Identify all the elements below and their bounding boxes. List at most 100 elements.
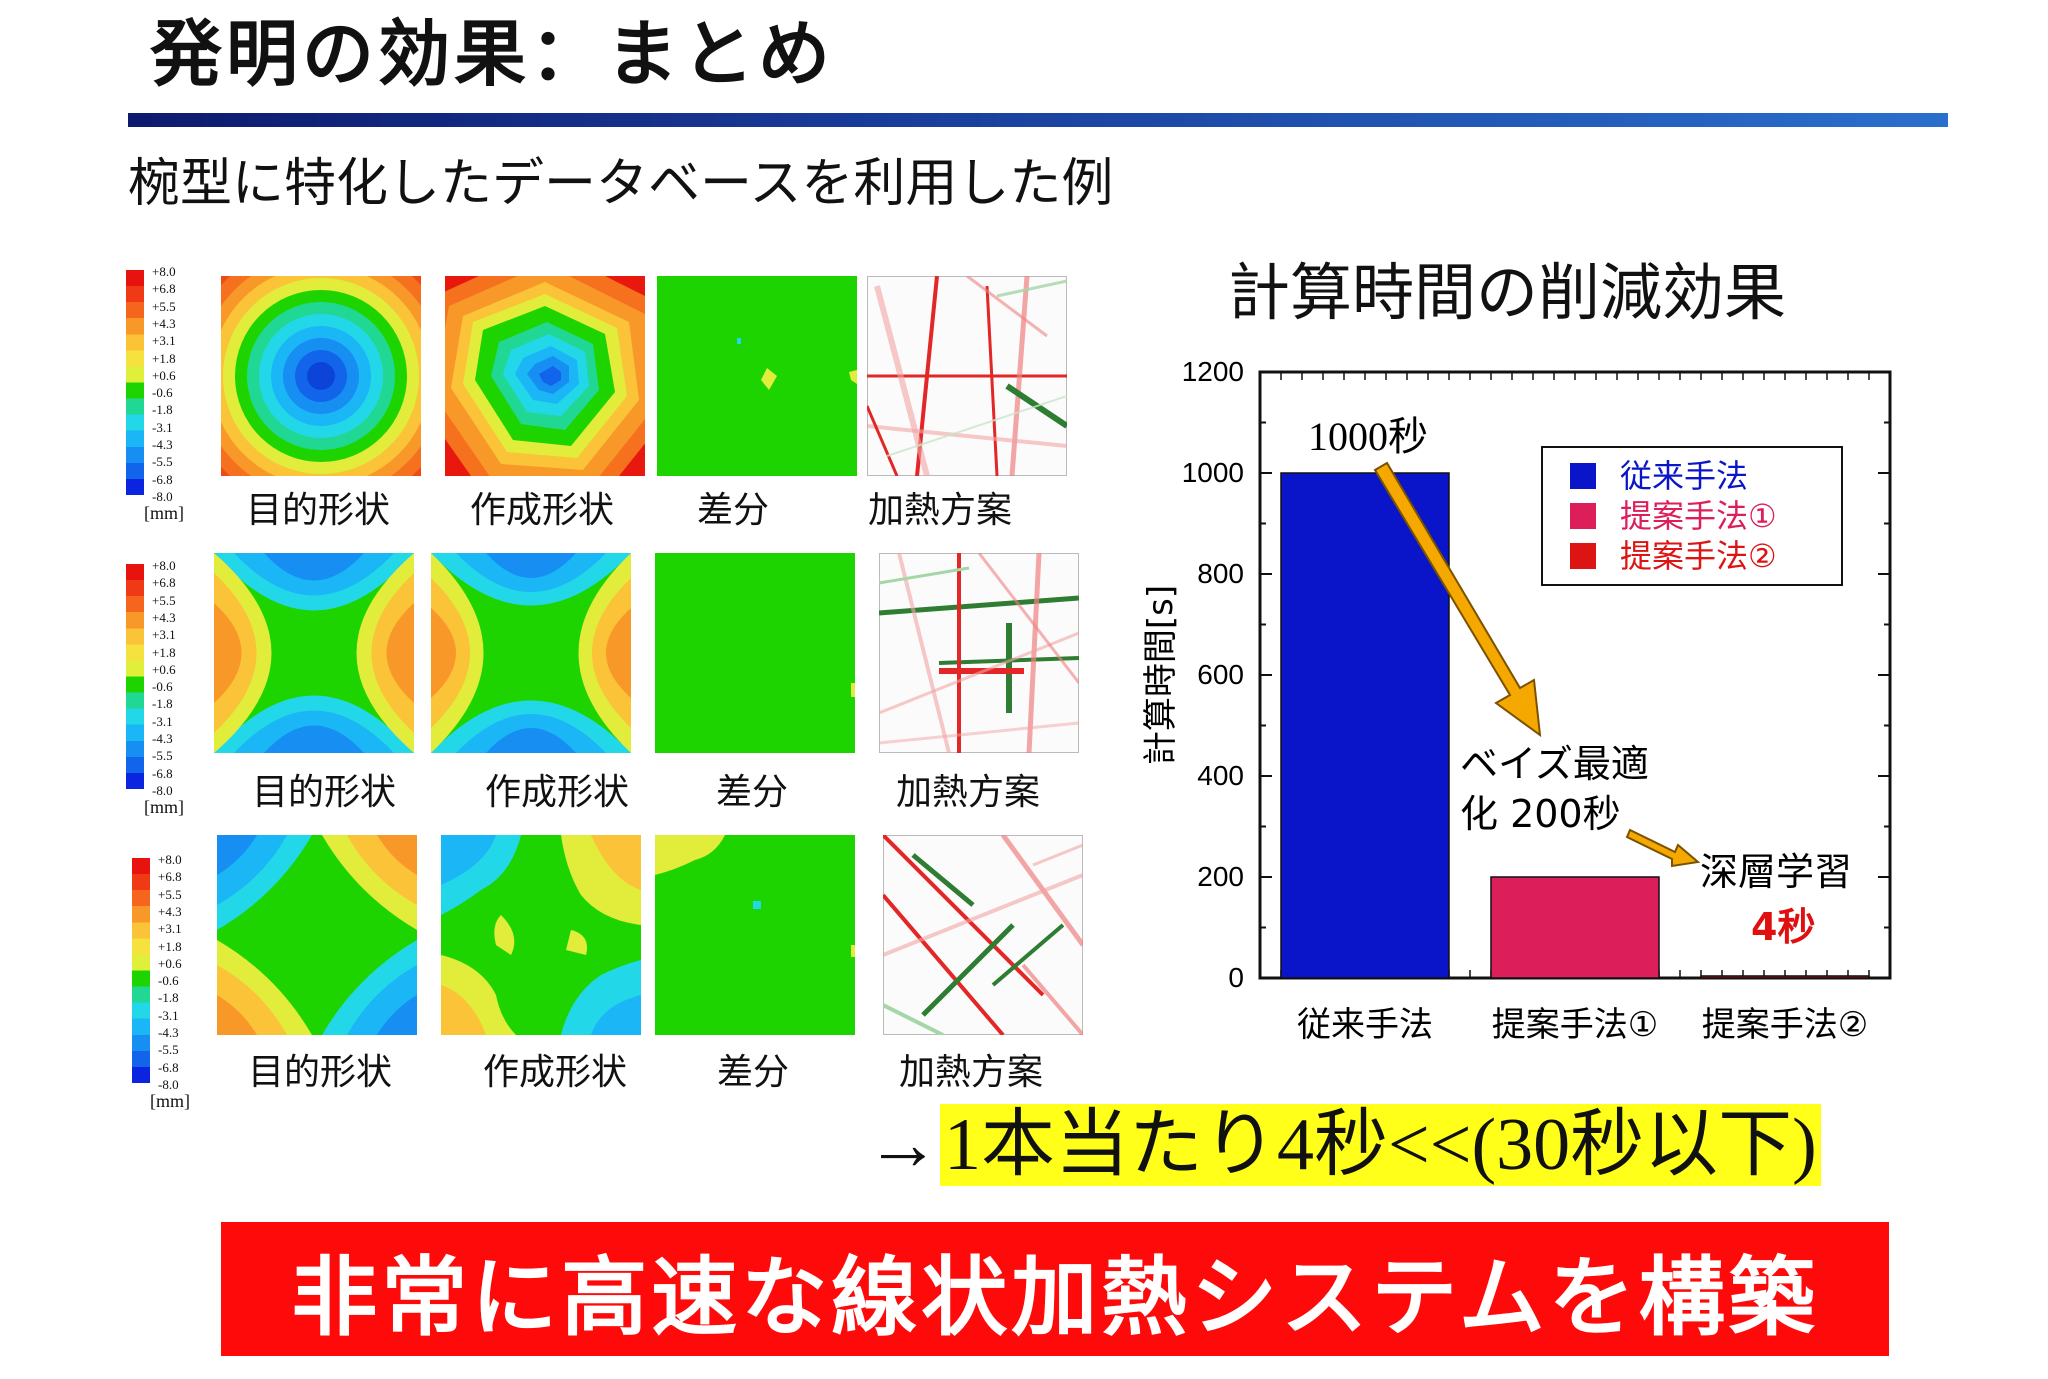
colorbar-unit: [mm] [150, 1091, 190, 1111]
legend-swatch-1 [1570, 463, 1596, 489]
difference-map-3 [655, 835, 855, 1035]
chart-title: 計算時間の削減効果 [1228, 256, 1787, 329]
target-shape-map-1 [221, 276, 421, 476]
colorbar-tick: +5.5 [152, 298, 176, 314]
heating-plan-1 [867, 276, 1067, 476]
colorbar-tick: +6.8 [152, 575, 176, 591]
colorbar-tick: +4.3 [152, 609, 176, 625]
colorbar-tick: -5.5 [152, 454, 173, 470]
colorbar-tick: -8.0 [158, 1077, 179, 1092]
colorbar-tick: +5.5 [152, 592, 176, 608]
colorbar-tick: +3.1 [152, 333, 176, 349]
caption-heating-plan-2: 加熱方案 [896, 772, 1041, 813]
caption-created-shape-1: 作成形状 [470, 490, 615, 531]
y-tick-label: 800 [1197, 558, 1244, 589]
colorbar-tick: -1.8 [158, 990, 179, 1006]
y-tick-label: 1000 [1182, 457, 1244, 488]
caption-difference-1: 差分 [697, 490, 770, 531]
colorbar-tick: -0.6 [152, 679, 173, 695]
slide-title: 発明の効果：まとめ [150, 12, 835, 96]
annotation-deep-value: 4秒 [1751, 905, 1815, 949]
caption-heating-plan-3: 加熱方案 [899, 1052, 1044, 1093]
colorbar-tick: +3.1 [152, 627, 176, 643]
y-tick-label: 1200 [1182, 356, 1244, 387]
y-axis-label: 計算時間[s] [1141, 585, 1181, 765]
colorbar-tick: +4.3 [152, 315, 176, 331]
annotation-bayes-line1: ベイズ最適 [1460, 742, 1649, 786]
annotation-1000s: 1000秒 [1308, 414, 1428, 459]
colorbar-tick: -1.8 [152, 402, 173, 418]
colorbar-tick: +6.8 [158, 869, 182, 885]
caption-created-shape-2: 作成形状 [485, 772, 630, 813]
caption-created-shape-3: 作成形状 [483, 1052, 628, 1093]
summary-banner: 非常に高速な線状加熱システムを構築 [221, 1222, 1889, 1356]
target-shape-map-2 [214, 553, 414, 753]
colorbar-tick: +3.1 [158, 921, 182, 937]
target-shape-map-3 [217, 835, 417, 1035]
y-tick-label: 600 [1197, 659, 1244, 690]
legend-swatch-2 [1570, 503, 1596, 529]
colorbar-tick: -8.0 [152, 783, 173, 798]
colorbar-tick: -0.6 [152, 385, 173, 401]
bar-2 [1490, 876, 1660, 979]
arrow-to-deep [1625, 828, 1701, 868]
colorbar-gradient [126, 564, 144, 789]
x-tick-label: 提案手法① [1492, 1005, 1658, 1045]
summary-banner-text: 非常に高速な線状加熱システムを構築 [291, 1247, 1819, 1348]
caption-target-shape-1: 目的形状 [246, 490, 391, 531]
created-shape-map-2 [431, 553, 631, 753]
conclusion-line: →1本当たり4秒<<(30秒以下) [866, 1104, 1821, 1186]
legend-label-1: 従来手法 [1620, 457, 1748, 495]
colorbar-tick: -6.8 [152, 765, 173, 781]
slide-subtitle: 椀型に特化したデータベースを利用した例 [128, 154, 1114, 214]
colorbar-tick: -4.3 [152, 437, 173, 453]
colorbar-tick: -6.8 [158, 1059, 179, 1075]
caption-difference-2: 差分 [716, 772, 789, 813]
colorbar-tick: +8.0 [158, 852, 182, 867]
arrow-to-bayes [1373, 461, 1542, 738]
colorbar-tick: -0.6 [158, 973, 179, 989]
colorbar-tick: -4.3 [152, 731, 173, 747]
legend-label-2: 提案手法① [1620, 497, 1777, 535]
heating-plan-2 [879, 553, 1079, 753]
caption-target-shape-2: 目的形状 [252, 772, 397, 813]
title-underline [128, 113, 1948, 127]
conclusion-highlight: 1本当たり4秒<<(30秒以下) [940, 1104, 1821, 1186]
legend-label-3: 提案手法② [1620, 537, 1777, 575]
colorbar-unit: [mm] [144, 503, 184, 523]
colorbar-tick: -1.8 [152, 696, 173, 712]
difference-map-1 [657, 276, 857, 476]
colorbar-gradient [126, 270, 144, 495]
y-tick-label: 0 [1228, 962, 1244, 993]
colorbar-tick: +8.0 [152, 264, 176, 279]
colorbar-tick: +5.5 [158, 886, 182, 902]
x-tick-label: 提案手法② [1702, 1005, 1868, 1045]
y-tick-label: 200 [1197, 861, 1244, 892]
caption-target-shape-3: 目的形状 [248, 1052, 393, 1093]
y-tick-label: 400 [1197, 760, 1244, 791]
colorbar-tick: -3.1 [158, 1007, 179, 1023]
colorbar-tick: -5.5 [158, 1042, 179, 1058]
colorbar-unit: [mm] [144, 797, 184, 817]
heating-plan-3 [883, 835, 1083, 1035]
created-shape-map-1 [445, 276, 645, 476]
created-shape-map-3 [441, 835, 641, 1035]
conclusion-arrow: → [866, 1104, 940, 1186]
colorbar-tick: +8.0 [152, 558, 176, 573]
colorbar-tick: +6.8 [152, 281, 176, 297]
colorbar-tick: -4.3 [158, 1025, 179, 1041]
annotation-bayes-line2: 化 200秒 [1460, 792, 1621, 836]
caption-difference-3: 差分 [717, 1052, 790, 1093]
colorbar-tick: -3.1 [152, 713, 173, 729]
colorbar-tick: +4.3 [158, 903, 182, 919]
colorbar-tick: -8.0 [152, 489, 173, 504]
difference-map-2 [655, 553, 855, 753]
x-tick-label: 従来手法 [1297, 1005, 1433, 1045]
bar-1 [1280, 472, 1450, 979]
colorbar-tick: +1.8 [152, 644, 176, 660]
colorbar-tick: -5.5 [152, 748, 173, 764]
colorbar-tick: -6.8 [152, 471, 173, 487]
bar-3 [1700, 975, 1870, 979]
colorbar-gradient [132, 858, 150, 1083]
